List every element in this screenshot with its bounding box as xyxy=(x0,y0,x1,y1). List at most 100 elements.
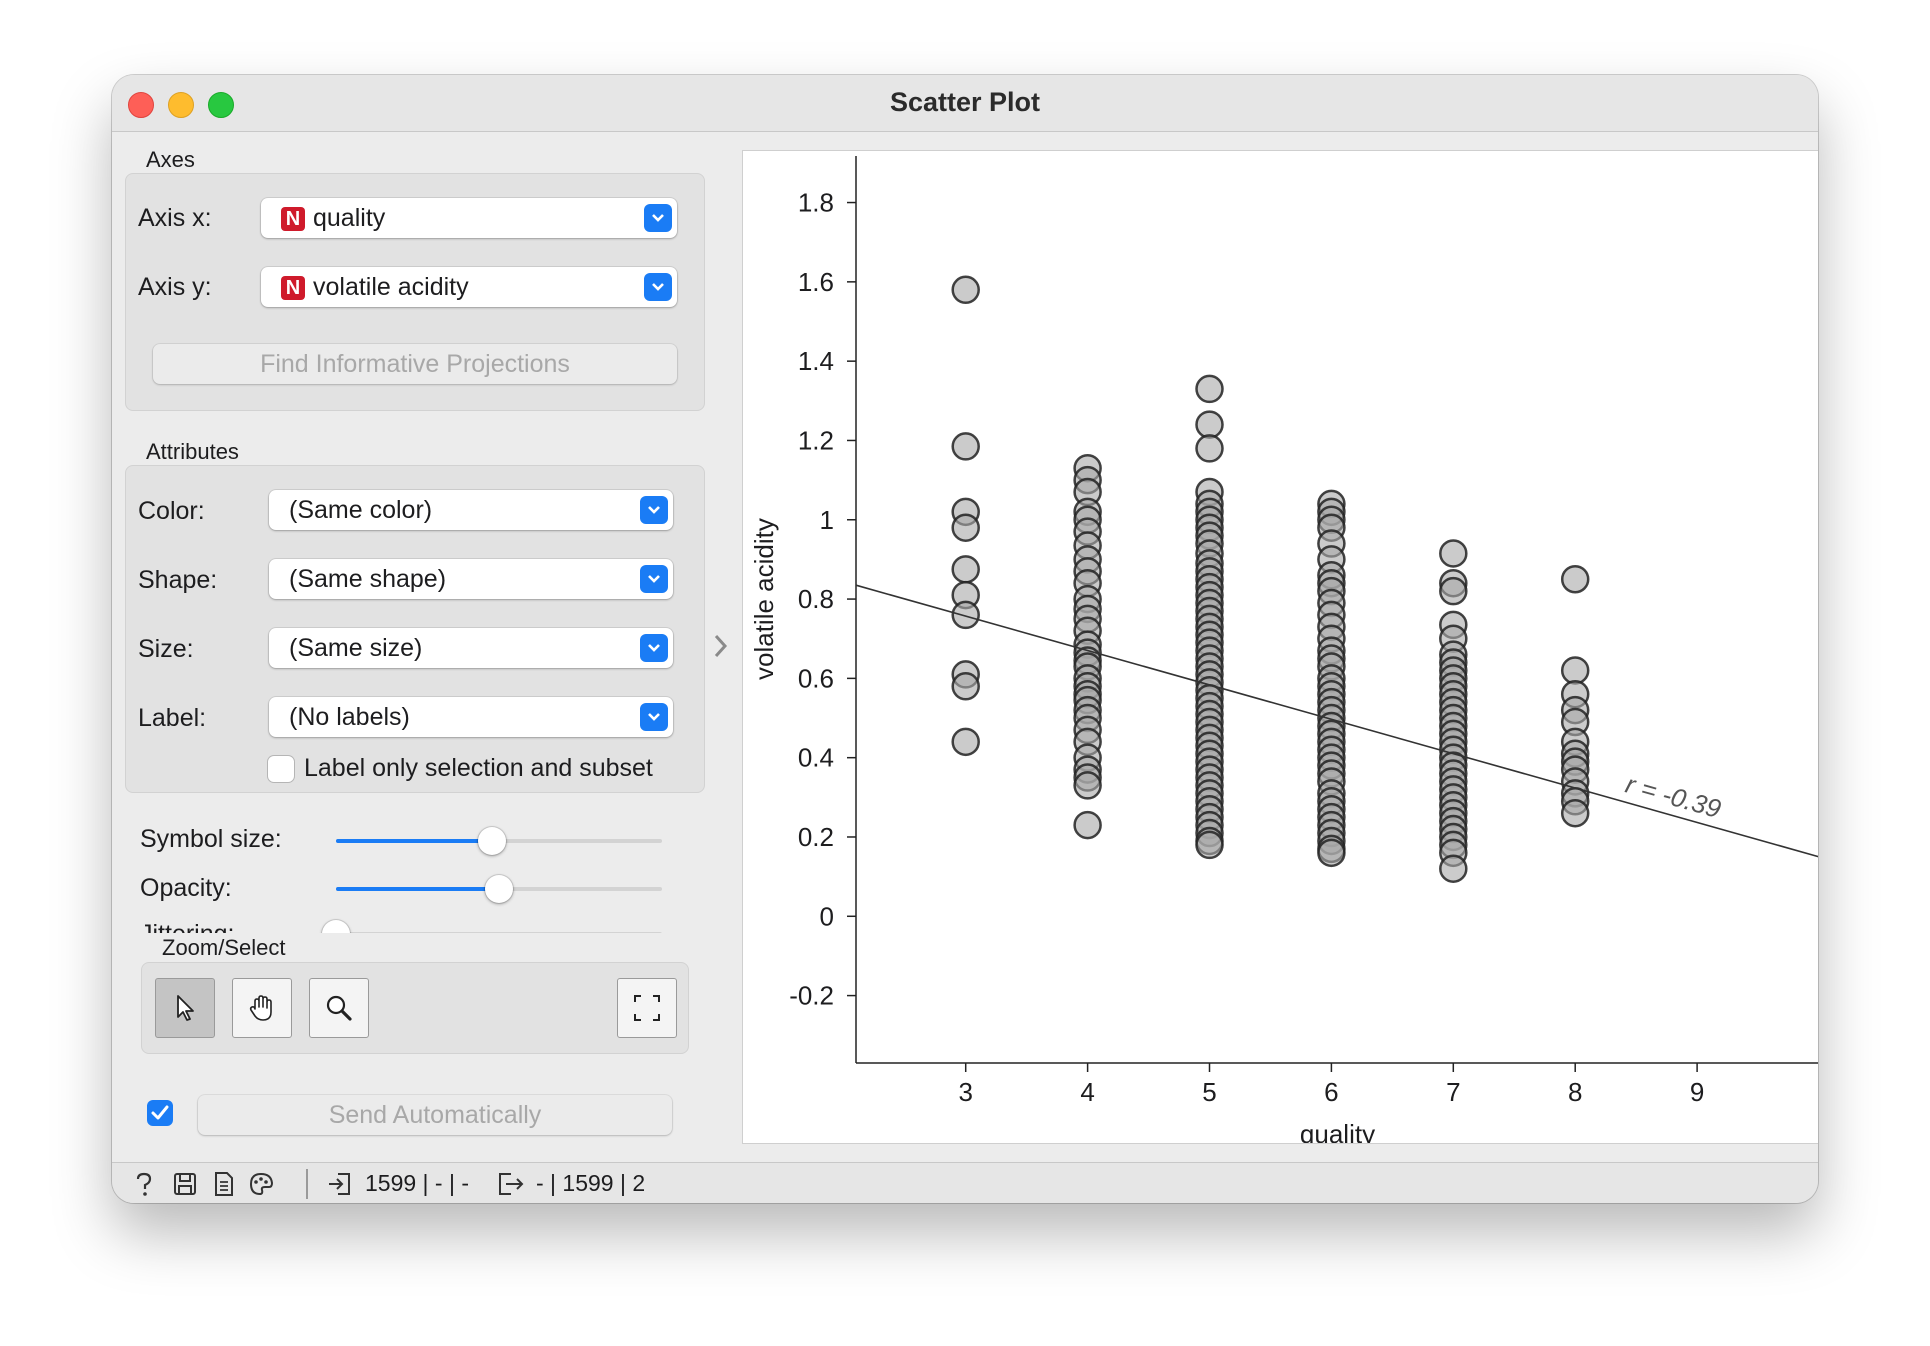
select-tool-button[interactable] xyxy=(155,978,215,1038)
axis-y-label: Axis y: xyxy=(138,273,212,301)
status-divider xyxy=(306,1169,308,1199)
zoom-select-group xyxy=(141,962,689,1054)
y-tick-label: 1.6 xyxy=(798,267,834,297)
y-axis-title: volatile acidity xyxy=(749,518,779,680)
output-icon xyxy=(499,1173,524,1195)
opacity-slider-handle[interactable] xyxy=(485,875,513,903)
data-point xyxy=(951,600,980,630)
data-point xyxy=(1560,564,1590,594)
data-point xyxy=(1439,539,1468,568)
data-point xyxy=(1195,374,1224,404)
data-point xyxy=(1195,434,1224,463)
data-point xyxy=(951,432,980,461)
label-label: Label: xyxy=(138,704,207,732)
jittering-slider-track[interactable] xyxy=(336,932,662,933)
data-point xyxy=(1560,798,1590,828)
x-tick-label: 9 xyxy=(1690,1077,1704,1107)
y-tick-label: 1.2 xyxy=(798,425,834,455)
window-title: Scatter Plot xyxy=(889,87,1041,117)
save-icon[interactable] xyxy=(172,1171,198,1197)
scatter-plot-chart[interactable]: -0.2 0 0.2 0.4 0.6 0.8 1 1.2 1.4 1.6 1.8 3 4 5 6 7 8 9 qua… xyxy=(743,151,1818,1149)
regression-line xyxy=(855,584,1818,858)
reset-zoom-button[interactable] xyxy=(617,978,677,1038)
x-tick-label: 7 xyxy=(1446,1077,1460,1107)
y-tick-label: 1.4 xyxy=(798,346,834,376)
size-combo[interactable]: (Same size) xyxy=(269,628,673,668)
jittering-label: Jittering: xyxy=(140,920,234,933)
find-informative-projections-button[interactable]: Find Informative Projections xyxy=(153,344,677,384)
zoom-select-title: Zoom/Select xyxy=(162,935,286,960)
y-tick-label: 0.6 xyxy=(798,663,834,693)
symbol-size-slider-handle[interactable] xyxy=(478,827,507,855)
chevron-right-icon[interactable] xyxy=(709,630,733,662)
data-point xyxy=(1195,410,1224,439)
label-only-selection-checkbox[interactable] xyxy=(268,756,294,782)
axes-box-title: Axes xyxy=(146,147,195,172)
x-tick-label: 4 xyxy=(1080,1077,1094,1107)
shape-label: Shape: xyxy=(138,566,218,594)
zoom-window-button[interactable] xyxy=(208,92,234,118)
symbol-size-label: Symbol size: xyxy=(140,825,282,853)
x-tick-label: 8 xyxy=(1568,1077,1582,1107)
jittering-row-clip: Jittering: xyxy=(112,911,716,933)
jittering-slider-handle[interactable] xyxy=(322,920,350,933)
numeric-variable-icon: N xyxy=(281,207,305,231)
size-value: (Same size) xyxy=(289,634,423,662)
send-automatically-checkbox[interactable] xyxy=(147,1100,173,1126)
shape-combo[interactable]: (Same shape) xyxy=(269,559,673,599)
checkmark-icon xyxy=(151,1105,169,1120)
y-tick-label: 0.2 xyxy=(798,822,834,852)
hand-icon xyxy=(249,995,272,1021)
chevron-down-icon xyxy=(640,565,668,593)
data-point xyxy=(1195,830,1224,860)
data-point xyxy=(951,727,980,757)
axis-x-value: quality xyxy=(313,204,386,232)
x-axis-title: quality xyxy=(1300,1119,1375,1143)
pan-tool-button[interactable] xyxy=(232,978,292,1038)
data-point xyxy=(1073,810,1102,840)
attributes-group: Color: (Same color) Shape: (Same shape) … xyxy=(125,465,705,793)
close-window-button[interactable] xyxy=(128,92,154,118)
chevron-down-icon xyxy=(640,703,668,731)
data-point xyxy=(1560,656,1590,685)
plot-area[interactable]: -0.2 0 0.2 0.4 0.6 0.8 1 1.2 1.4 1.6 1.8 3 4 5 6 7 8 9 qua… xyxy=(742,150,1818,1149)
color-value: (Same color) xyxy=(289,496,433,524)
color-label: Color: xyxy=(138,497,205,525)
axis-y-value: volatile acidity xyxy=(313,273,469,301)
minimize-window-button[interactable] xyxy=(168,92,194,118)
data-point xyxy=(951,513,980,542)
data-point xyxy=(951,555,980,584)
input-icon xyxy=(329,1173,350,1195)
chevron-down-icon xyxy=(640,634,668,662)
symbol-size-slider-fill xyxy=(336,839,493,843)
x-tick-label: 6 xyxy=(1324,1077,1338,1107)
opacity-slider-fill xyxy=(336,887,499,891)
data-point xyxy=(1439,854,1468,883)
data-point xyxy=(1073,771,1102,800)
y-tick-label: 0.8 xyxy=(798,584,834,614)
visual-settings-icon[interactable] xyxy=(248,1171,274,1197)
cursor-arrow-icon xyxy=(177,995,194,1021)
zoom-tool-button[interactable] xyxy=(309,978,369,1038)
label-combo[interactable]: (No labels) xyxy=(269,697,673,737)
send-automatically-button[interactable]: Send Automatically xyxy=(198,1095,672,1135)
x-tick-label: 3 xyxy=(958,1077,972,1107)
label-value: (No labels) xyxy=(289,703,410,731)
help-icon[interactable] xyxy=(132,1171,156,1197)
shape-value: (Same shape) xyxy=(289,565,447,593)
color-combo[interactable]: (Same color) xyxy=(269,490,673,530)
report-icon[interactable] xyxy=(212,1171,236,1197)
opacity-label: Opacity: xyxy=(140,874,232,902)
numeric-variable-icon: N xyxy=(281,276,305,300)
status-bar: 1599 | - | - - | 1599 | 2 xyxy=(112,1162,1818,1203)
input-summary: 1599 | - | - xyxy=(365,1170,469,1196)
fit-view-icon xyxy=(634,995,660,1021)
attributes-box-title: Attributes xyxy=(146,439,239,464)
y-tick-label: 0.4 xyxy=(798,743,834,773)
title-bar: Scatter Plot xyxy=(112,75,1818,132)
magnifier-icon xyxy=(326,995,352,1021)
